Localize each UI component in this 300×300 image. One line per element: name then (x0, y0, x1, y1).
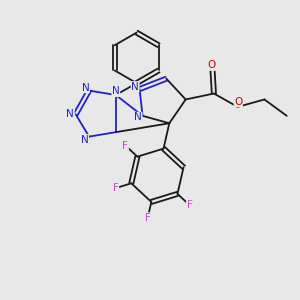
Text: O: O (208, 60, 216, 70)
Text: N: N (112, 86, 120, 96)
Text: F: F (187, 200, 192, 210)
Text: N: N (81, 135, 88, 145)
Text: N: N (134, 112, 142, 122)
Text: F: F (122, 140, 128, 151)
Text: O: O (234, 97, 242, 107)
Text: N: N (131, 82, 139, 92)
Text: N: N (82, 82, 89, 93)
Text: F: F (113, 183, 118, 193)
Text: N: N (67, 109, 74, 119)
Text: F: F (145, 213, 151, 223)
